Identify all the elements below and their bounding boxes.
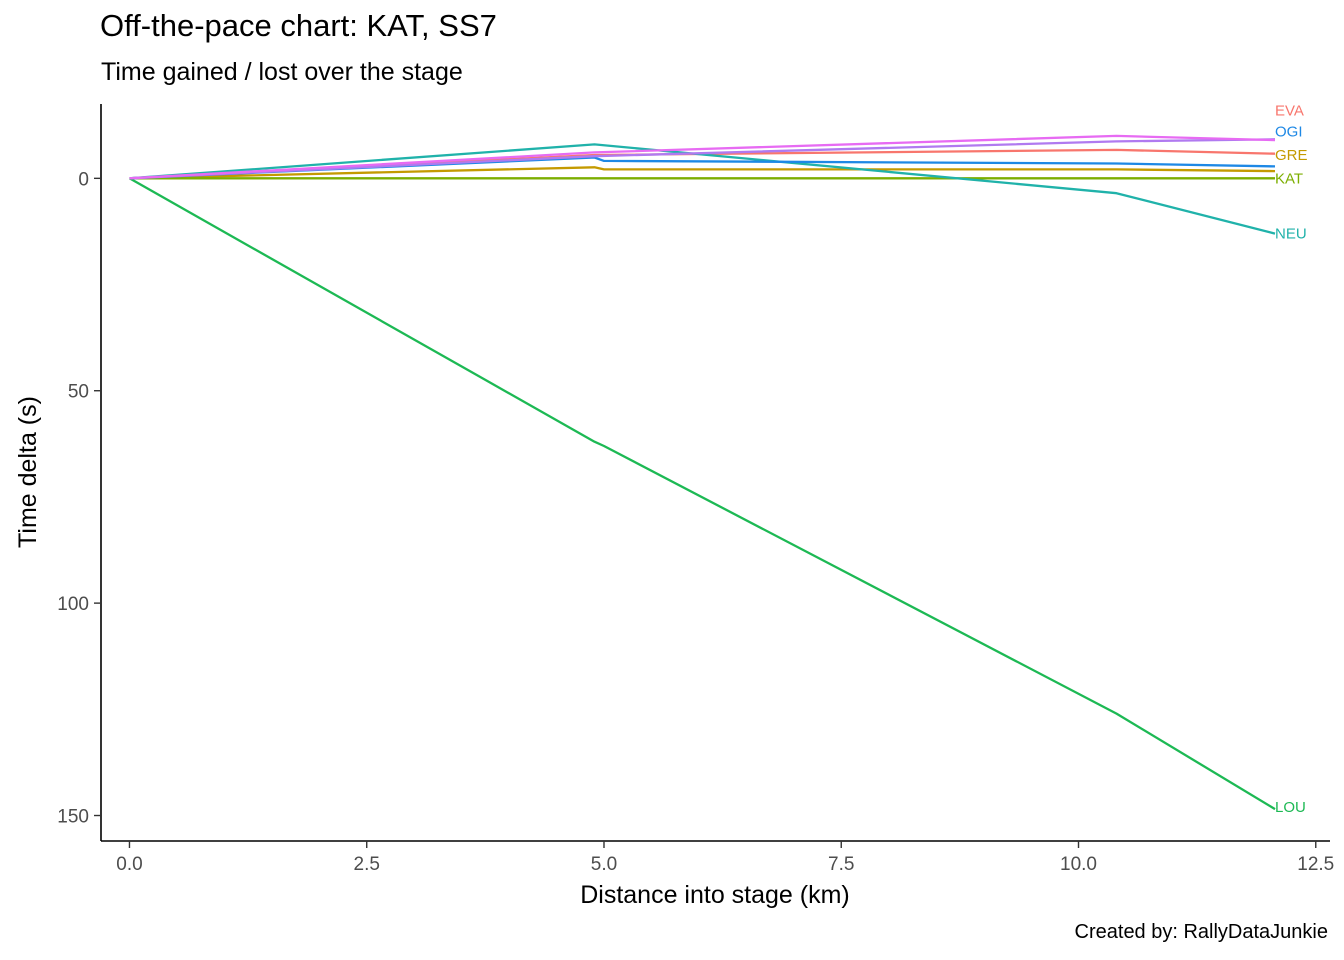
x-tick-label: 7.5 bbox=[828, 854, 854, 875]
series-label-kat: KAT bbox=[1275, 170, 1303, 187]
chart-caption: Created by: RallyDataJunkie bbox=[1074, 921, 1328, 943]
y-tick-label: 100 bbox=[57, 594, 89, 615]
series-end-labels: EVA GRE KAT LOU NEU OGI bbox=[1275, 102, 1308, 816]
y-tick-label: 0 bbox=[78, 169, 89, 190]
series-line-lou bbox=[128, 177, 1276, 811]
y-axis-label: Time delta (s) bbox=[14, 396, 42, 548]
series-line-gre bbox=[129, 166, 1276, 180]
series-line-unlabeled-8 bbox=[129, 134, 1276, 180]
axis-ticks: 0.0 2.5 5.0 7.5 10.0 12.5 0 50 100 150 bbox=[57, 169, 1334, 875]
series-line-neu bbox=[129, 143, 1276, 235]
chart-title: Off-the-pace chart: KAT, SS7 bbox=[100, 8, 497, 43]
y-tick-label: 50 bbox=[68, 382, 89, 403]
x-tick-label: 10.0 bbox=[1060, 854, 1097, 875]
x-tick-label: 12.5 bbox=[1297, 854, 1334, 875]
series-line-unlabeled-7 bbox=[129, 138, 1276, 180]
series-label-lou: LOU bbox=[1275, 799, 1306, 816]
series-label-ogi: OGI bbox=[1275, 124, 1303, 141]
series-label-eva: EVA bbox=[1275, 102, 1304, 119]
x-tick-label: 0.0 bbox=[116, 854, 142, 875]
axes bbox=[100, 104, 1330, 842]
series-label-gre: GRE bbox=[1275, 147, 1308, 164]
series-label-neu: NEU bbox=[1275, 226, 1307, 243]
x-axis-label: Distance into stage (km) bbox=[580, 881, 850, 909]
y-tick-label: 150 bbox=[57, 807, 89, 828]
x-tick-label: 5.0 bbox=[591, 854, 617, 875]
chart-subtitle: Time gained / lost over the stage bbox=[101, 58, 463, 86]
x-tick-label: 2.5 bbox=[354, 854, 380, 875]
series-lines bbox=[128, 134, 1276, 811]
